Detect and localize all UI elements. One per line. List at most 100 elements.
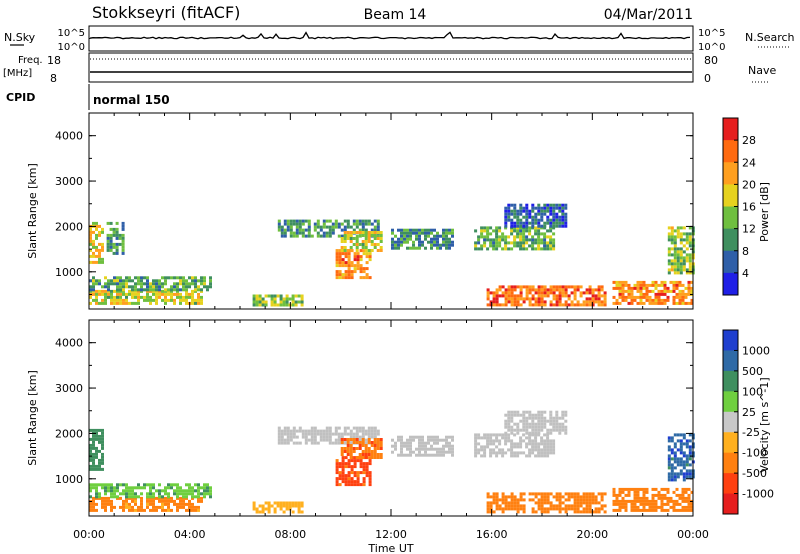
colorbar-tick-label: 500	[742, 365, 763, 378]
velocity-panel: 1000 2000 3000 4000 Slant Range [km]	[26, 319, 695, 517]
colorbar-swatch	[723, 184, 738, 208]
colorbar-tick-label: -100	[742, 447, 767, 460]
x-axis-label: Time UT	[367, 542, 413, 554]
freq-tick-top: 18	[47, 54, 61, 67]
velocity-patch	[89, 496, 203, 512]
velocity-patch	[474, 433, 556, 458]
nsearch-tick-top: 10^5	[698, 28, 725, 39]
freq-tick-bottom: 8	[50, 72, 57, 85]
colorbar-tick-label: 24	[742, 156, 756, 169]
nsky-panel: N.Sky 10^5 10^0 10^5 10^0 N.Search	[4, 25, 795, 53]
freq-unit: [MHz]	[3, 68, 32, 79]
power-patch	[89, 289, 203, 305]
power-colorbar: 28 24 20 16 12 8 4	[722, 117, 756, 296]
nsky-tick-top: 10^5	[58, 28, 85, 39]
velocity-ytick-label: 4000	[55, 337, 83, 350]
station-title: Stokkseyri (fitACF)	[92, 3, 240, 22]
xtick-label: 16:00	[476, 528, 508, 541]
colorbar-tick-label: -1000	[742, 488, 774, 501]
cpid-row: CPID normal 150	[6, 84, 170, 110]
colorbar-swatch	[723, 272, 738, 296]
velocity-patch	[340, 438, 383, 459]
power-ytick-label: 1000	[55, 266, 83, 279]
colorbar-swatch	[723, 118, 738, 141]
power-patch	[474, 226, 556, 251]
colorbar-swatch	[723, 493, 738, 515]
xtick-label: 08:00	[274, 528, 306, 541]
colorbar-swatch	[723, 162, 738, 185]
colorbar-tick-label: 25	[742, 406, 756, 419]
power-patch	[391, 228, 454, 250]
colorbar-tick-label: 8	[742, 245, 749, 258]
nave-tick-top: 80	[704, 54, 718, 67]
velocity-patch	[486, 492, 607, 514]
power-panel: 1000 2000 3000 4000 Slant Range [km]	[26, 112, 695, 310]
colorbar-swatch	[723, 411, 738, 433]
colorbar-swatch	[723, 370, 738, 392]
colorbar-swatch	[723, 228, 738, 252]
velocity-colorbar: 1000 500 100 25 -25 -100 -500 -1000	[722, 329, 774, 515]
x-axis: 00:00 04:00 08:00 12:00 16:00 20:00 00:00	[73, 528, 709, 541]
velocity-patch	[252, 501, 304, 514]
velocity-patch	[504, 410, 568, 435]
velocity-ytick-label: 2000	[55, 427, 83, 440]
beam-title: Beam 14	[364, 7, 427, 23]
colorbar-swatch	[723, 432, 738, 454]
colorbar-swatch	[723, 473, 738, 495]
cpid-label: CPID	[6, 91, 35, 104]
colorbar-swatch	[723, 391, 738, 413]
power-ytick-label: 3000	[55, 175, 83, 188]
colorbar-swatch	[723, 350, 738, 372]
xtick-label: 00:00	[73, 528, 105, 541]
xtick-label: 04:00	[174, 528, 206, 541]
power-ytick-label: 2000	[55, 220, 83, 233]
nsky-series	[89, 31, 691, 40]
power-ylabel: Slant Range [km]	[26, 163, 39, 259]
colorbar-tick-label: 12	[742, 223, 756, 236]
power-patch	[486, 285, 607, 307]
xtick-label: 20:00	[576, 528, 608, 541]
nave-label: Nave	[748, 64, 776, 77]
date-title: 04/Mar/2011	[604, 7, 693, 23]
power-ytick-label: 4000	[55, 130, 83, 143]
power-patch	[89, 276, 212, 292]
colorbar-tick-label: -25	[742, 426, 760, 439]
colorbar-swatch	[723, 330, 738, 351]
velocity-patch	[612, 487, 694, 512]
nsky-label: N.Sky	[4, 31, 36, 44]
cpid-value: normal 150	[93, 93, 170, 107]
power-colorbar-label: Power [dB]	[758, 182, 771, 242]
velocity-patch	[89, 483, 212, 499]
colorbar-swatch	[723, 206, 738, 230]
xtick-label: 12:00	[375, 528, 407, 541]
colorbar-tick-label: 4	[742, 267, 749, 280]
power-cells	[89, 203, 695, 307]
velocity-ytick-label: 1000	[55, 473, 83, 486]
colorbar-tick-label: 28	[742, 134, 756, 147]
power-patch	[106, 221, 125, 255]
freq-label: Freq.	[18, 55, 43, 66]
colorbar-tick-label: 1000	[742, 344, 770, 357]
colorbar-swatch	[723, 452, 738, 474]
velocity-patch	[667, 433, 695, 482]
colorbar-tick-label: -500	[742, 467, 767, 480]
nsearch-label: N.Search	[745, 31, 795, 44]
nsky-tick-bottom: 10^0	[58, 42, 85, 53]
velocity-patch	[89, 428, 104, 471]
colorbar-tick-label: 100	[742, 385, 763, 398]
power-patch	[89, 221, 104, 264]
power-patch	[335, 249, 372, 280]
nave-tick-bottom: 0	[704, 72, 711, 85]
freq-panel: Freq. [MHz] 18 8 80 0 Nave	[3, 52, 776, 85]
power-patch	[612, 280, 694, 305]
nsearch-tick-bottom: 10^0	[698, 42, 725, 53]
velocity-ylabel: Slant Range [km]	[26, 370, 39, 466]
colorbar-tick-label: 20	[742, 178, 756, 191]
power-patch	[667, 226, 695, 275]
velocity-colorbar-label: Velocity [m s^-1]	[758, 377, 771, 472]
colorbar-swatch	[723, 250, 738, 274]
colorbar-swatch	[723, 140, 738, 163]
velocity-ytick-label: 3000	[55, 382, 83, 395]
power-patch	[504, 203, 568, 228]
